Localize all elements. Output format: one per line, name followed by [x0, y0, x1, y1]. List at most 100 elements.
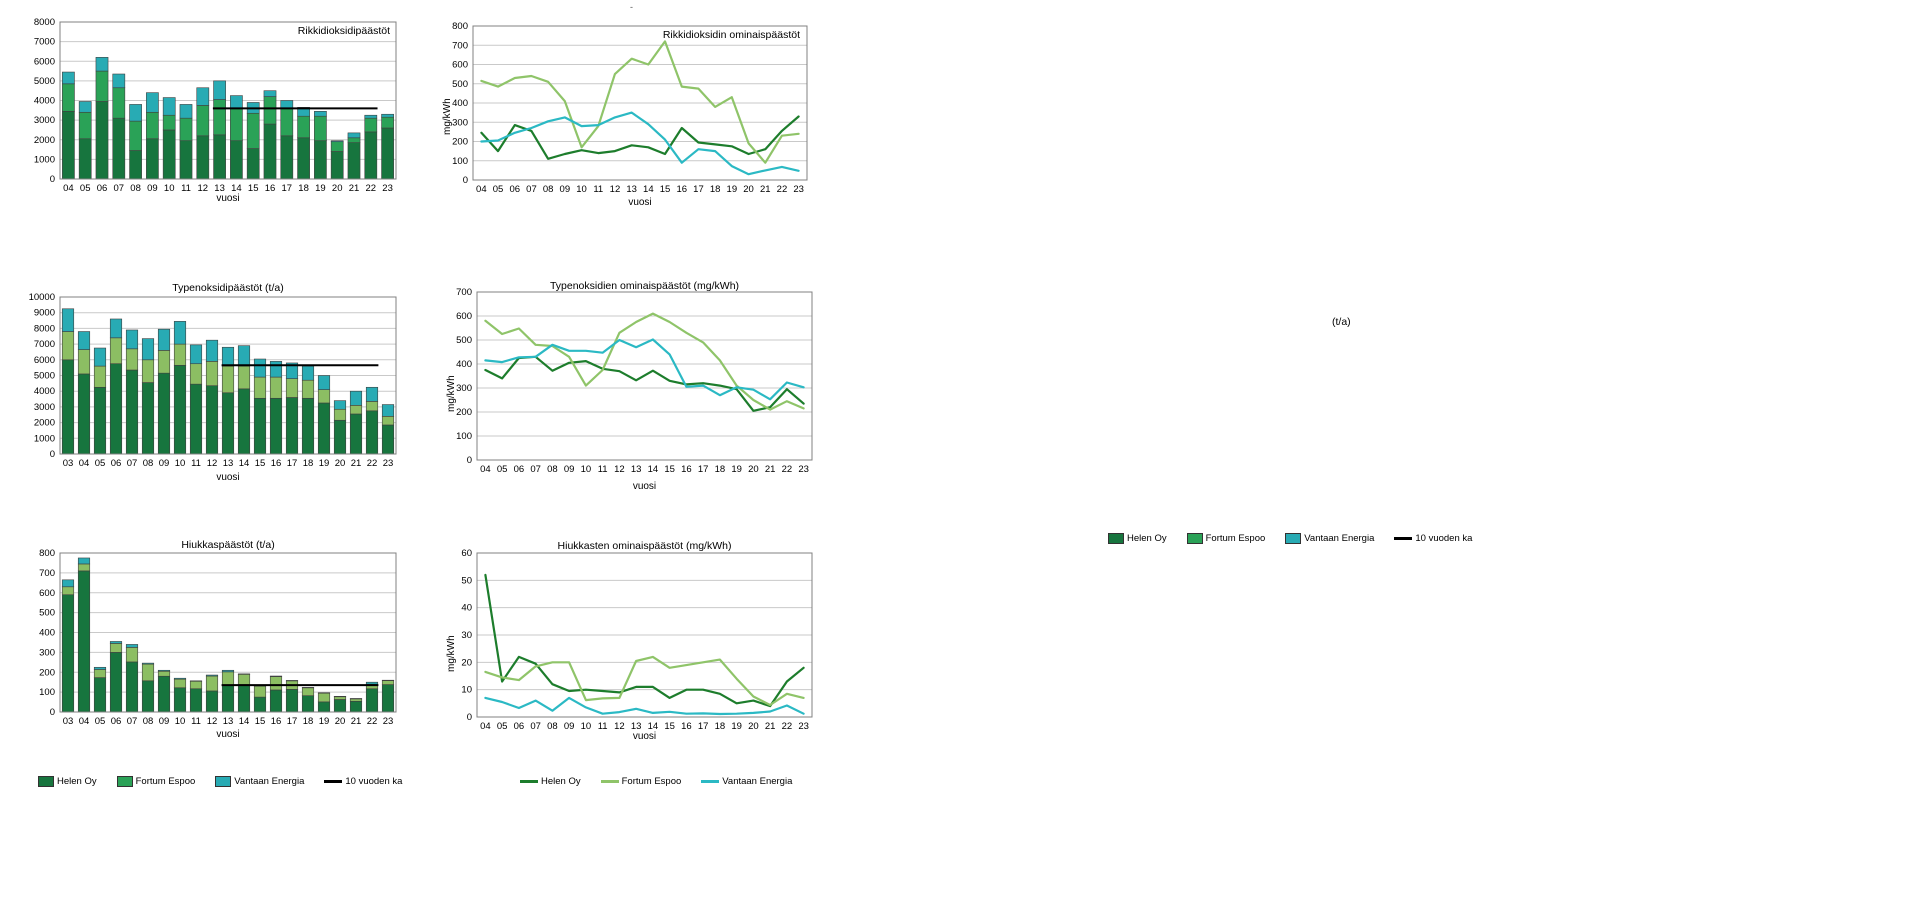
- svg-text:10: 10: [175, 716, 186, 727]
- legend-item: Fortum Espoo: [600, 776, 681, 787]
- svg-text:600: 600: [452, 60, 468, 71]
- svg-text:30: 30: [461, 630, 472, 641]
- legend-swatch-line: [1394, 537, 1413, 540]
- nox-emissions-chart: 0100020003000400050006000700080009000100…: [29, 292, 397, 469]
- svg-text:17: 17: [287, 458, 298, 469]
- svg-text:16: 16: [271, 716, 282, 727]
- svg-text:06: 06: [97, 183, 108, 194]
- svg-text:14: 14: [648, 464, 659, 475]
- svg-text:12: 12: [207, 458, 218, 469]
- svg-text:22: 22: [782, 721, 793, 732]
- svg-text:16: 16: [271, 458, 282, 469]
- svg-text:20: 20: [335, 458, 346, 469]
- legend-swatch-rect: [1285, 533, 1302, 544]
- svg-text:05: 05: [497, 464, 508, 475]
- svg-text:16: 16: [265, 183, 276, 194]
- legend-label: Vantaan Energia: [1304, 533, 1375, 544]
- svg-text:400: 400: [39, 628, 55, 639]
- svg-text:05: 05: [95, 716, 106, 727]
- svg-text:23: 23: [383, 458, 394, 469]
- svg-text:09: 09: [159, 716, 170, 727]
- svg-text:600: 600: [456, 311, 472, 322]
- svg-text:11: 11: [598, 721, 608, 732]
- svg-text:200: 200: [39, 667, 55, 678]
- legend-item: 10 vuoden ka: [324, 776, 402, 787]
- legend-item: Vantaan Energia: [215, 776, 304, 787]
- svg-text:09: 09: [564, 721, 575, 732]
- nox-emissions-title: Typenoksidipäästöt (t/a): [172, 282, 284, 294]
- nox-specific-chart: 0 100 200 300 400 500 600 700 04 05 06 07 08 09 10 11 12…: [456, 287, 813, 475]
- svg-text:23: 23: [383, 716, 394, 727]
- svg-text:18: 18: [715, 464, 726, 475]
- svg-text:100: 100: [39, 687, 55, 698]
- svg-text:07: 07: [114, 183, 125, 194]
- svg-text:22: 22: [367, 716, 378, 727]
- svg-text:6000: 6000: [34, 355, 55, 366]
- legend-swatch-rect: [1108, 533, 1124, 544]
- svg-text:03: 03: [63, 716, 74, 727]
- svg-text:06: 06: [111, 458, 122, 469]
- svg-text:700: 700: [39, 568, 55, 579]
- legend-label: Helen Oy: [541, 776, 581, 787]
- particulate-specific-xlabel: vuosi: [632, 731, 657, 742]
- svg-text:14: 14: [239, 716, 250, 727]
- svg-text:17: 17: [698, 721, 709, 732]
- svg-text:2000: 2000: [34, 135, 55, 146]
- svg-text:3000: 3000: [34, 115, 55, 126]
- nox-specific-xlabel: vuosi: [632, 481, 657, 492]
- nox-specific-title: Typenoksidien ominaispäästöt (mg/kWh): [549, 280, 740, 292]
- svg-text:18: 18: [715, 721, 726, 732]
- svg-text:0: 0: [467, 455, 472, 466]
- legend-swatch-rect: [1186, 533, 1203, 544]
- nox-emissions-xlabel: vuosi: [216, 472, 240, 483]
- svg-text:17: 17: [698, 464, 709, 475]
- svg-text:06: 06: [514, 464, 525, 475]
- svg-text:21: 21: [760, 184, 771, 195]
- so2-specific-ylabel: mg/kWh: [442, 98, 453, 135]
- svg-text:16: 16: [681, 464, 692, 475]
- svg-text:22: 22: [367, 458, 378, 469]
- svg-text:10: 10: [175, 458, 186, 469]
- svg-text:6000: 6000: [34, 56, 55, 67]
- svg-text:05: 05: [493, 184, 504, 195]
- svg-text:500: 500: [452, 79, 468, 90]
- particulate-specific-title: Hiukkasten ominaispäästöt (mg/kWh): [557, 540, 732, 552]
- svg-text:14: 14: [239, 458, 250, 469]
- legend-label: 10 vuoden ka: [1415, 533, 1473, 544]
- svg-text:09: 09: [147, 183, 158, 194]
- svg-text:15: 15: [248, 183, 259, 194]
- svg-text:7000: 7000: [34, 339, 55, 350]
- legend-swatch-rect: [116, 776, 133, 787]
- svg-text:22: 22: [366, 183, 377, 194]
- svg-text:04: 04: [79, 458, 90, 469]
- legend-swatch-rect: [215, 776, 232, 787]
- svg-text:12: 12: [610, 184, 621, 195]
- svg-text:11: 11: [593, 184, 603, 195]
- svg-text:15: 15: [255, 716, 266, 727]
- svg-text:19: 19: [315, 183, 326, 194]
- svg-text:500: 500: [456, 335, 472, 346]
- svg-text:04: 04: [79, 716, 90, 727]
- svg-text:19: 19: [731, 464, 742, 475]
- svg-text:22: 22: [782, 464, 793, 475]
- svg-text:14: 14: [231, 183, 242, 194]
- legend-item: Helen Oy: [1108, 533, 1167, 544]
- svg-text:8000: 8000: [34, 17, 55, 28]
- svg-text:10: 10: [461, 685, 472, 696]
- legend-swatch-line: [701, 780, 720, 783]
- svg-text:300: 300: [452, 117, 468, 128]
- svg-text:05: 05: [95, 458, 106, 469]
- svg-text:05: 05: [497, 721, 508, 732]
- legend-label: Helen Oy: [1127, 533, 1167, 544]
- svg-text:17: 17: [287, 716, 298, 727]
- svg-text:100: 100: [452, 156, 468, 167]
- svg-text:0: 0: [463, 175, 468, 186]
- so2-specific-xlabel: vuosi: [628, 197, 652, 208]
- svg-text:19: 19: [319, 716, 330, 727]
- nox-specific-ylabel: mg/kWh: [446, 375, 457, 412]
- svg-text:40: 40: [461, 603, 472, 614]
- svg-text:10: 10: [164, 183, 175, 194]
- svg-text:400: 400: [452, 98, 468, 109]
- svg-text:4000: 4000: [34, 96, 55, 107]
- svg-text:400: 400: [456, 359, 472, 370]
